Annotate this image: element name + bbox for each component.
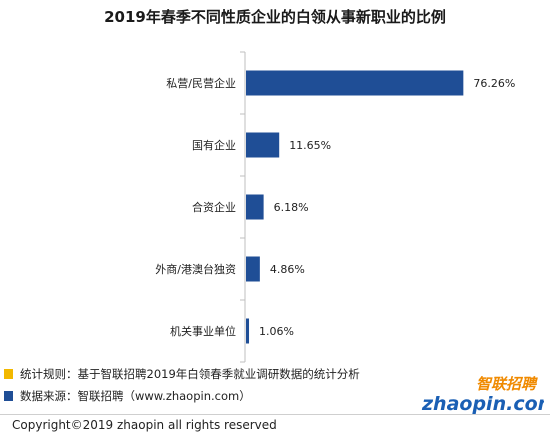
logo-cn: 智联招聘 [476, 375, 538, 393]
legend-rule-text: 统计规则：基于智联招聘2019年白领春季就业调研数据的统计分析 [20, 367, 360, 381]
bar [246, 132, 280, 158]
value-label: 6.18% [274, 201, 309, 214]
bar-chart: 私营/民营企业 76.26% 国有企业 11.65% 合资企业 6.18% 外商/港澳台独资… [155, 51, 515, 363]
category-label: 机关事业单位 [170, 324, 236, 338]
bar [246, 318, 250, 344]
bar [246, 194, 264, 220]
category-label: 国有企业 [192, 138, 236, 152]
legend-source: 数据来源：智联招聘（www.zhaopin.com） [4, 388, 251, 404]
legend-rule: 统计规则：基于智联招聘2019年白领春季就业调研数据的统计分析 [4, 366, 360, 382]
legend-source-swatch [4, 391, 13, 401]
chart-title: 2019年春季不同性质企业的白领从事新职业的比例 [104, 8, 446, 26]
value-label: 11.65% [289, 139, 331, 152]
legend-source-text: 数据来源：智联招聘（www.zhaopin.com） [20, 389, 251, 403]
category-label: 外商/港澳台独资 [155, 262, 236, 276]
logo-en: zhaopin.com [421, 393, 544, 415]
bar [246, 70, 464, 96]
zhaopin-logo: 智联招聘 zhaopin.com [421, 375, 544, 415]
value-label: 4.86% [270, 263, 305, 276]
footer-divider [0, 414, 550, 415]
category-label: 私营/民营企业 [166, 76, 236, 90]
copyright-text: Copyright©2019 zhaopin all rights reserv… [12, 418, 277, 432]
value-label: 76.26% [473, 77, 515, 90]
category-label: 合资企业 [192, 200, 236, 214]
bar [246, 256, 260, 282]
legend-rule-swatch [4, 369, 13, 379]
value-label: 1.06% [259, 325, 294, 338]
